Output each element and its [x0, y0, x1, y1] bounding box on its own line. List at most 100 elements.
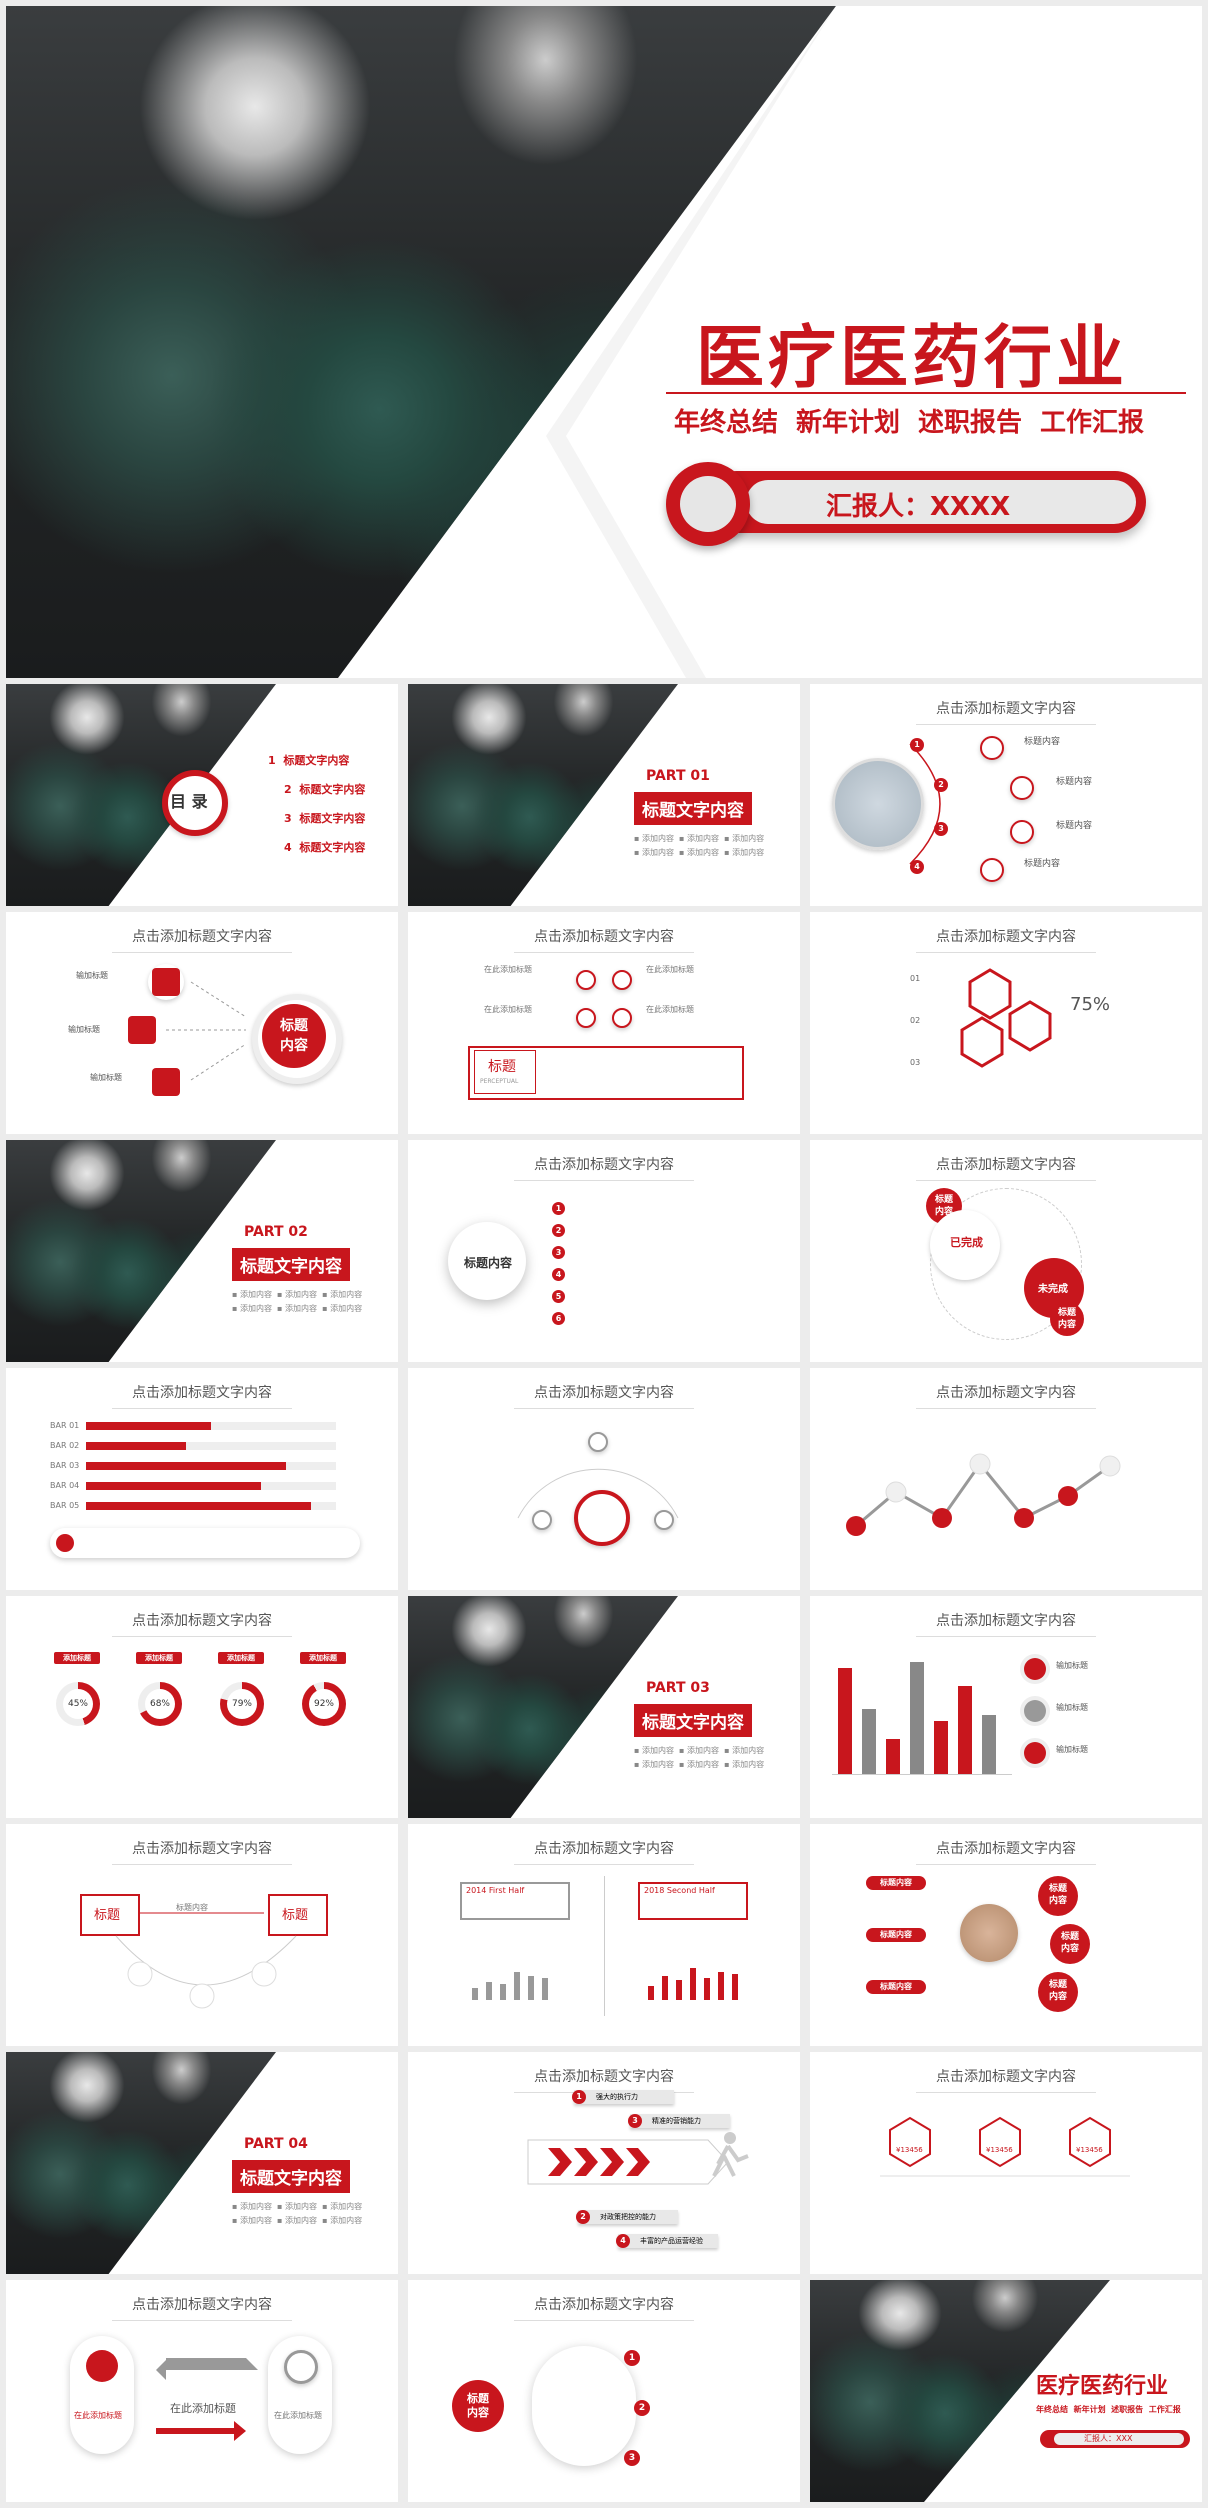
donut-tag: 添加标题: [54, 1652, 100, 1664]
podium-icon: [1010, 820, 1034, 844]
donut-tag: 添加标题: [218, 1652, 264, 1664]
search-icon: [532, 1510, 552, 1530]
slide-numbered-list[interactable]: 点击添加标题文字内容 标题内容 1 2 3 4 5 6: [408, 1140, 800, 1362]
slide-completion[interactable]: 点击添加标题文字内容 标题 内容 已完成 未完成 标题 内容: [810, 1140, 1202, 1362]
donut-label: 68%: [145, 1689, 175, 1719]
mini-bar: [514, 1972, 520, 2000]
mouse-icon: [574, 1490, 630, 1546]
gear-icon: [666, 462, 750, 546]
part-title: 标题文字内容: [634, 792, 752, 825]
bar-label: BAR 01: [50, 1421, 80, 1430]
donut-chart: 45%: [56, 1682, 100, 1726]
column-bar: [958, 1685, 972, 1774]
slide-exchange[interactable]: 点击添加标题文字内容 在此添加标题 在此添加标题 在此添加标题: [6, 2280, 398, 2502]
slide-bar-progress[interactable]: 点击添加标题文字内容 BAR 01 BAR 02 BAR 03 BAR 04 BAR 0…: [6, 1368, 398, 1590]
mini-bar: [676, 1980, 682, 2000]
warning-icon: [980, 858, 1004, 882]
toc-circle: [162, 770, 228, 836]
toc-item[interactable]: 2 标题文字内容: [284, 783, 366, 796]
slide-cycle[interactable]: 点击添加标题文字内容 标题 标题 标题内容: [6, 1824, 398, 2046]
mini-bar: [732, 1974, 738, 2000]
zigzag-line: [846, 1453, 1121, 1536]
mini-bar: [690, 1968, 696, 2000]
mini-bar: [542, 1978, 548, 2000]
slide-arc-icons[interactable]: 点击添加标题文字内容: [408, 1368, 800, 1590]
slide-title: 点击添加标题文字内容: [810, 698, 1202, 725]
hero-subtitle: 年终总结 新年计划 述职报告 工作汇报: [674, 408, 1145, 438]
chevron-arrow: [527, 2132, 749, 2185]
column-bar: [862, 1709, 876, 1774]
right-mini-bars: [648, 1960, 748, 2000]
hero-title: 医疗医药行业: [696, 319, 1129, 398]
column-bar: [838, 1667, 852, 1774]
donut-label: 92%: [309, 1689, 339, 1719]
phone-icon: [152, 1068, 180, 1096]
center-badge: 标题 内容: [262, 1004, 326, 1068]
slide-price-hexes[interactable]: 点击添加标题文字内容 ¥13456 ¥13456 ¥13456: [810, 2052, 1202, 2274]
slide-part-02[interactable]: PART 02 标题文字内容 ▪ 添加内容 ▪ 添加内容 ▪ 添加内容 ▪ 添加…: [6, 1140, 398, 1362]
link-icon: [612, 970, 632, 990]
megaphone-icon: [1010, 776, 1034, 800]
mini-bar: [472, 1988, 478, 2000]
reporter-text: 汇报人：XXXX: [826, 492, 1011, 522]
progress-bar: [86, 1422, 211, 1430]
donut-chart: 68%: [138, 1682, 182, 1726]
toc-label: 目 录: [170, 792, 208, 811]
column-chart: [832, 1656, 1012, 1775]
tooth-icon: [56, 1534, 74, 1552]
toc-item[interactable]: 3 标题文字内容: [284, 812, 366, 825]
slide-half-compare[interactable]: 点击添加标题文字内容 2014 First Half 2018 Second H…: [408, 1824, 800, 2046]
progress-bar: [86, 1502, 311, 1510]
bar-label: BAR 03: [50, 1461, 80, 1470]
summary-box: [468, 1046, 744, 1100]
head-icon: [86, 2350, 118, 2382]
percent-value: 75%: [1070, 994, 1111, 1015]
gear-icon: [576, 1008, 596, 1028]
slide-circle-list[interactable]: 点击添加标题文字内容 1 2 3 4 标题内容 标题内容 标题内容 标题内容: [810, 684, 1202, 906]
slide-donuts[interactable]: 点击添加标题文字内容 添加标题 45% 添加标题 68% 添加标题 79% 添加标题 92%: [6, 1596, 398, 1818]
slide-arrow-steps[interactable]: 点击添加标题文字内容 强大的执行力 精准的营销能力 对政策把控的能力 丰富的产品…: [408, 2052, 800, 2274]
part-number: PART 01: [646, 768, 710, 784]
power-icon: [980, 736, 1004, 760]
slide-four-points[interactable]: 点击添加标题文字内容 在此添加标题 在此添加标题 在此添加标题 在此添加标题 标…: [408, 912, 800, 1134]
mini-bar: [718, 1972, 724, 2000]
donut-tag: 添加标题: [136, 1652, 182, 1664]
slide-closing[interactable]: 医疗医药行业 年终总结 新年计划 述职报告 工作汇报 汇报人：XXX: [810, 2280, 1202, 2502]
bar-label: BAR 05: [50, 1501, 80, 1510]
slide-bar-chart[interactable]: 点击添加标题文字内容 输加标题 输加标题 输加标题: [810, 1596, 1202, 1818]
globe-icon: [1024, 1700, 1046, 1722]
mini-bar: [648, 1986, 654, 2000]
user-icon: [1024, 1658, 1046, 1680]
donut-chart: 79%: [220, 1682, 264, 1726]
undone-label: 未完成: [1038, 1284, 1068, 1295]
user-icon: [588, 1432, 608, 1452]
bar-label: BAR 04: [50, 1481, 80, 1490]
donut-tag: 添加标题: [300, 1652, 346, 1664]
toc-item[interactable]: 4 标题文字内容: [284, 841, 366, 854]
toc-item[interactable]: 1 标题文字内容: [268, 754, 350, 767]
hands-photo: [960, 1904, 1018, 1962]
slide-hexagons[interactable]: 点击添加标题文字内容 01 02 03 75%: [810, 912, 1202, 1134]
team-photo: [832, 758, 924, 850]
slide-part-03[interactable]: PART 03 标题文字内容 ▪ 添加内容 ▪ 添加内容 ▪ 添加内容 ▪ 添加…: [408, 1596, 800, 1818]
donut-label: 45%: [63, 1689, 93, 1719]
donut-chart: 92%: [302, 1682, 346, 1726]
progress-bar: [86, 1482, 261, 1490]
part-items: ▪ 添加内容 ▪ 添加内容 ▪ 添加内容 ▪ 添加内容 ▪ 添加内容 ▪ 添加内…: [634, 834, 765, 857]
slide-three-points[interactable]: 点击添加标题文字内容 标题 内容 1 2 3: [408, 2280, 800, 2502]
slide-toc[interactable]: 目 录 1 标题文字内容 2 标题文字内容 3 标题文字内容 4 标题文字内容: [6, 684, 398, 906]
slide-part-01[interactable]: PART 01 标题文字内容 ▪ 添加内容 ▪ 添加内容 ▪ 添加内容 ▪ 添加…: [408, 684, 800, 906]
bar-label: BAR 02: [50, 1441, 80, 1450]
user-icon: [612, 1008, 632, 1028]
mini-bar: [528, 1976, 534, 2000]
column-bar: [886, 1738, 900, 1774]
column-bar: [934, 1720, 948, 1774]
slide-part-04[interactable]: PART 04 标题文字内容 ▪ 添加内容 ▪ 添加内容 ▪ 添加内容 ▪ 添加…: [6, 2052, 398, 2274]
slide-line-chart[interactable]: 点击添加标题文字内容: [810, 1368, 1202, 1590]
column-bar: [982, 1715, 996, 1774]
slide-icons-to-center[interactable]: 点击添加标题文字内容 标题 内容 输加标题 输加标题 输加标题: [6, 912, 398, 1134]
search-icon: [576, 970, 596, 990]
mini-bar: [486, 1982, 492, 2000]
slide-hands[interactable]: 点击添加标题文字内容 标题内容 标题内容 标题内容 标题 内容 标题 内容 标题…: [810, 1824, 1202, 2046]
hero-slide[interactable]: 医疗医药行业 年终总结 新年计划 述职报告 工作汇报 汇报人：XXXX: [6, 6, 1202, 678]
